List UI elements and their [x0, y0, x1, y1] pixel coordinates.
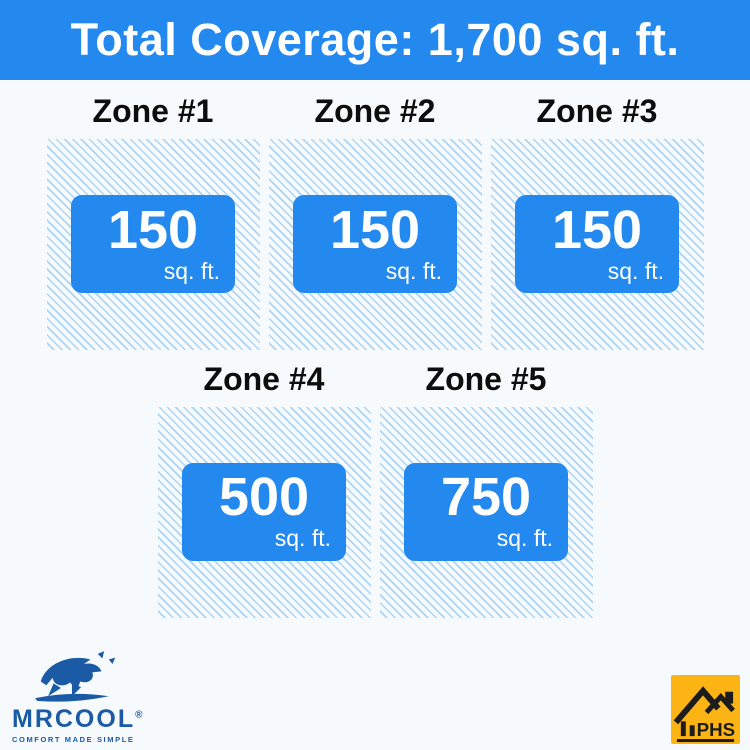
header-banner: Total Coverage: 1,700 sq. ft.	[0, 0, 750, 80]
zone-row-top: Zone #1 150 sq. ft. Zone #2 150 sq. ft. …	[0, 80, 750, 350]
mrcool-logo: MRCOOL® COMFORT MADE SIMPLE	[12, 650, 142, 744]
mrcool-name: MRCOOL	[12, 705, 136, 733]
zone-3-unit: sq. ft.	[607, 257, 664, 284]
mrcool-wordmark: MRCOOL®	[12, 705, 142, 733]
zone-1: Zone #1 150 sq. ft.	[46, 80, 260, 350]
zone-1-coverage-area: 150 sq. ft.	[46, 138, 260, 350]
zone-4-card: 500 sq. ft.	[182, 463, 346, 562]
zone-4: Zone #4 500 sq. ft.	[157, 350, 371, 618]
phs-logo: PHS	[671, 675, 740, 744]
zone-5-coverage-area: 750 sq. ft.	[379, 406, 593, 618]
zone-5-title: Zone #5	[425, 360, 547, 397]
zone-5-value: 750	[440, 467, 532, 528]
mrcool-polar-bear-icon	[35, 651, 116, 702]
zone-5-unit: sq. ft.	[496, 525, 553, 552]
zone-3-card: 150 sq. ft.	[515, 195, 679, 294]
registered-mark: ®	[135, 709, 143, 721]
zone-4-coverage-area: 500 sq. ft.	[157, 406, 371, 618]
zone-3-value: 150	[551, 199, 643, 260]
zone-5-card: 750 sq. ft.	[404, 463, 568, 562]
zone-4-value: 500	[218, 467, 310, 528]
zone-2: Zone #2 150 sq. ft.	[268, 80, 482, 350]
zone-row-bottom: Zone #4 500 sq. ft. Zone #5 750 sq. ft.	[0, 350, 750, 618]
zone-4-unit: sq. ft.	[274, 525, 331, 552]
footer: MRCOOL® COMFORT MADE SIMPLE PHS	[0, 650, 750, 750]
zone-2-card: 150 sq. ft.	[293, 195, 457, 294]
zone-1-unit: sq. ft.	[163, 257, 220, 284]
zone-5: Zone #5 750 sq. ft.	[379, 350, 593, 618]
zone-1-value: 150	[107, 199, 199, 260]
zone-2-unit: sq. ft.	[385, 257, 442, 284]
zone-2-coverage-area: 150 sq. ft.	[268, 138, 482, 350]
zone-1-title: Zone #1	[92, 93, 214, 129]
mrcool-tagline: COMFORT MADE SIMPLE	[12, 735, 135, 744]
zone-1-card: 150 sq. ft.	[71, 195, 235, 294]
zone-4-title: Zone #4	[203, 360, 325, 397]
zone-2-value: 150	[329, 199, 421, 260]
zone-3: Zone #3 150 sq. ft.	[490, 80, 704, 350]
zone-3-coverage-area: 150 sq. ft.	[490, 138, 704, 350]
zone-3-title: Zone #3	[536, 93, 658, 129]
phs-label: PHS	[697, 719, 736, 740]
zone-2-title: Zone #2	[314, 93, 436, 129]
page-title: Total Coverage: 1,700 sq. ft.	[70, 14, 680, 65]
